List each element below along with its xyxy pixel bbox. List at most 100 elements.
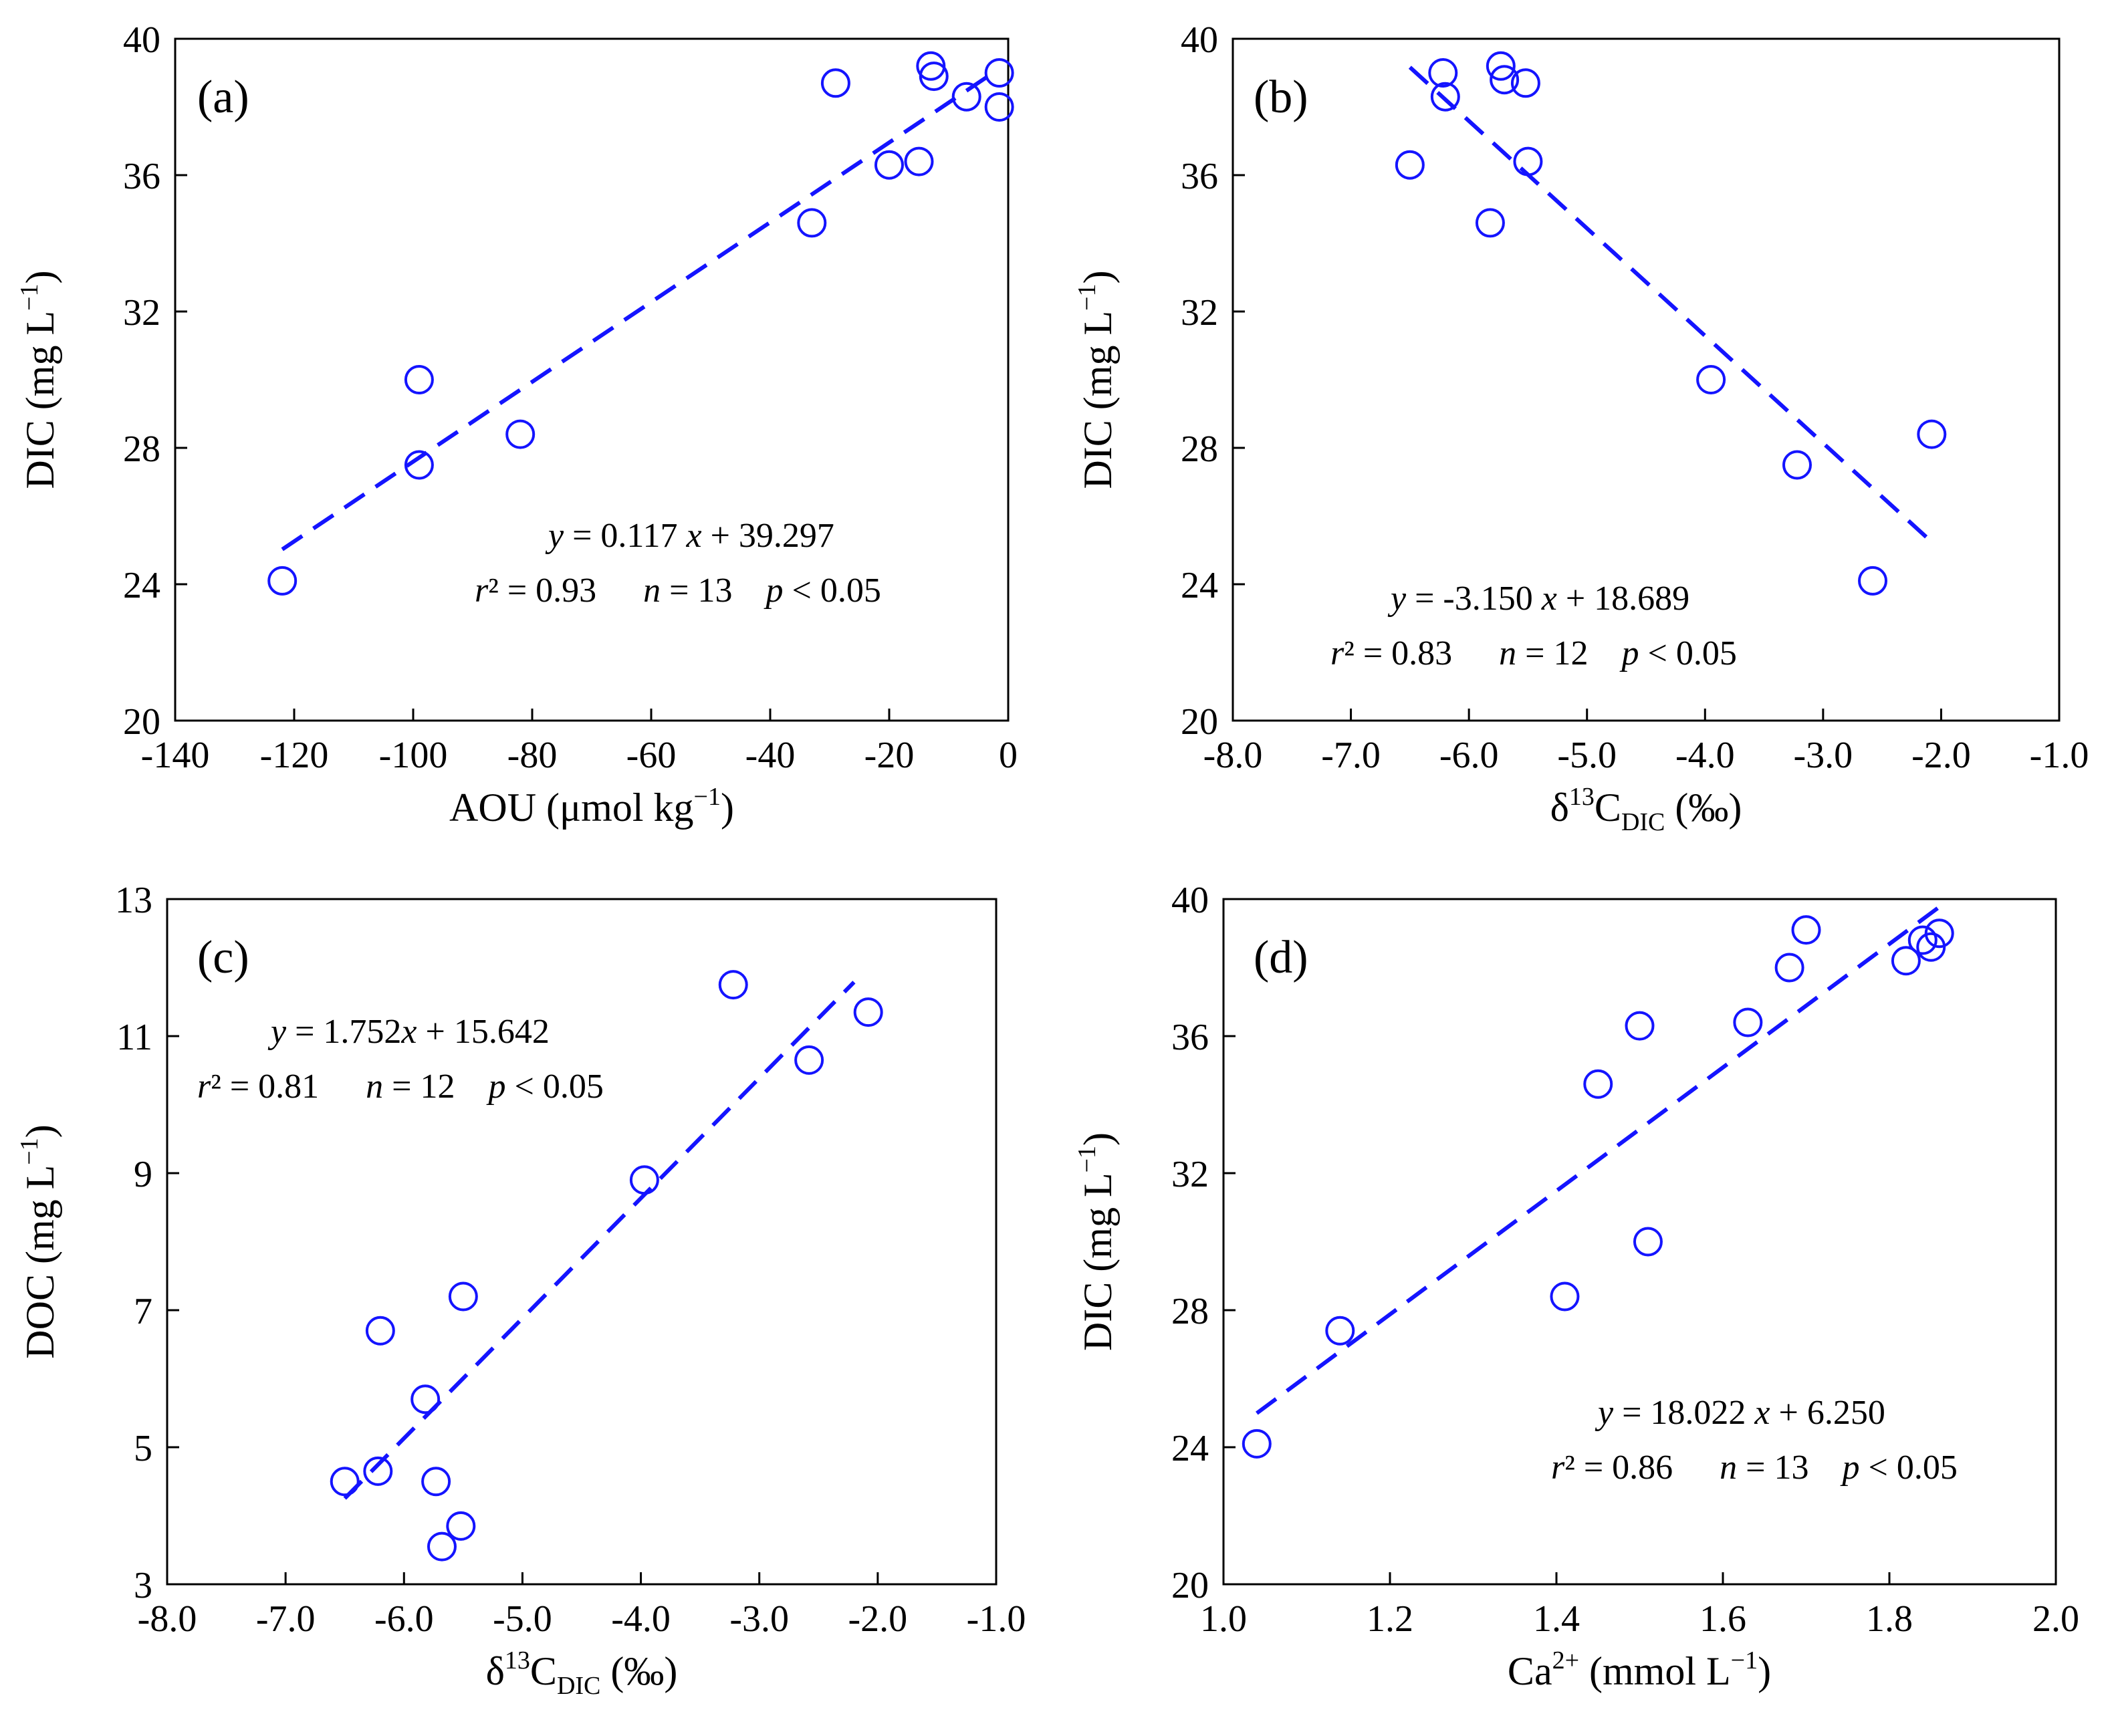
data-point: [797, 208, 827, 238]
x-tick-label: -6.0: [374, 1598, 434, 1640]
data-point: [919, 61, 949, 92]
x-tick-label: -4.0: [1675, 735, 1735, 776]
data-point: [1774, 953, 1804, 983]
panel-label: (b): [1254, 72, 1308, 123]
y-tick-label: 40: [1171, 880, 1209, 921]
y-tick-label: 32: [1181, 292, 1218, 334]
x-tick-label: -20: [864, 735, 915, 776]
data-point: [1486, 51, 1516, 81]
x-tick-label: -2.0: [848, 1598, 908, 1640]
regression-line: [343, 981, 856, 1500]
panel-d: 1.0 1.2 1.4 1.6 1.8 2.0 20 24 28 32 36 40 (d) Ca2+ (m…: [1073, 880, 2079, 1693]
x-tick-label: -4.0: [611, 1598, 671, 1640]
plot-frame: [166, 898, 998, 1586]
x-tick-label: -3.0: [1794, 735, 1853, 776]
x-tick-label: 0: [999, 735, 1018, 776]
y-tick-label: 28: [1171, 1291, 1209, 1332]
data-point: [411, 1384, 441, 1414]
y-tick-label: 36: [1181, 156, 1218, 197]
regression-line: [1408, 66, 1931, 541]
y-tick-label: 36: [1171, 1017, 1209, 1058]
plot-frame: [1222, 898, 2057, 1586]
y-tick-label: 28: [1181, 428, 1218, 470]
plot-frame: [174, 37, 1010, 722]
data-point: [629, 1165, 659, 1195]
x-tick-label: 1.6: [1700, 1598, 1746, 1640]
data-point: [421, 1467, 451, 1497]
x-tick-label: -40: [745, 735, 796, 776]
y-tick-label: 32: [1171, 1154, 1209, 1195]
data-point: [1858, 566, 1888, 596]
x-tick-label: 1.8: [1866, 1598, 1913, 1640]
regression-stats: r² = 0.93 n = 13 p < 0.05: [475, 572, 881, 610]
panel-label: (c): [197, 932, 249, 983]
data-point: [365, 1316, 395, 1346]
data-point: [330, 1467, 360, 1497]
x-tick-label: -6.0: [1439, 735, 1499, 776]
x-axis-title: δ13CDIC (‰): [1550, 783, 1742, 836]
x-tick-label: -8.0: [1203, 735, 1263, 776]
y-tick-label: 20: [1171, 1565, 1209, 1606]
data-point: [820, 68, 850, 98]
x-tick-label: 1.0: [1200, 1598, 1247, 1640]
data-point: [427, 1531, 457, 1562]
x-tick-label: -2.0: [1911, 735, 1971, 776]
regression-stats: r² = 0.86 n = 13 p < 0.05: [1551, 1449, 1958, 1487]
data-point: [1510, 68, 1540, 98]
data-point: [1791, 915, 1821, 945]
panel-a: -140 -120 -100 -80 -60 -40 -20 0 20 24 28 32 36 40 (a)…: [15, 19, 1018, 830]
y-tick-label: 13: [115, 880, 152, 921]
data-point: [1550, 1281, 1580, 1312]
x-tick-label: -7.0: [1321, 735, 1381, 776]
data-point: [904, 146, 934, 176]
data-point: [1907, 925, 1938, 955]
y-tick-label: 24: [1171, 1428, 1209, 1469]
data-point: [984, 92, 1014, 122]
y-tick-label: 20: [123, 701, 160, 743]
x-tick-label: 2.0: [2032, 1598, 2079, 1640]
y-axis-title: DIC (mg L−1): [15, 270, 62, 489]
y-axis-title: DIC (mg L−1): [1073, 1132, 1120, 1351]
regression-line: [281, 69, 998, 551]
x-axis-title: Ca2+ (mmol L−1): [1508, 1646, 1771, 1693]
data-point: [1625, 1011, 1655, 1041]
x-tick-label: -3.0: [729, 1598, 789, 1640]
x-tick-label: -100: [379, 735, 448, 776]
x-tick-label: -140: [141, 735, 210, 776]
y-axis-title: DIC (mg L−1): [1073, 270, 1120, 489]
data-point: [404, 450, 434, 480]
data-point: [984, 58, 1014, 88]
data-point: [1490, 65, 1520, 95]
y-tick-label: 3: [134, 1565, 152, 1606]
x-tick-label: -80: [507, 735, 558, 776]
x-tick-label: -7.0: [256, 1598, 316, 1640]
x-tick-label: 1.2: [1367, 1598, 1413, 1640]
x-tick-label: 1.4: [1533, 1598, 1580, 1640]
y-axis-title: DOC (mg L−1): [15, 1124, 62, 1358]
plot-frame: [1232, 37, 2061, 722]
data-point: [853, 997, 883, 1027]
data-point: [874, 150, 904, 180]
panel-c: -8.0 -7.0 -6.0 -5.0 -4.0 -3.0 -2.0 -1.0 3 5 7 9 11 13…: [15, 880, 1026, 1700]
x-axis-title: AOU (μmol kg−1): [449, 783, 734, 830]
data-point: [1513, 146, 1543, 176]
y-tick-label: 40: [123, 19, 160, 61]
y-tick-label: 40: [1181, 19, 1218, 61]
regression-equation: y = -3.150 x + 18.689: [1387, 580, 1689, 618]
data-point: [505, 419, 536, 449]
y-tick-label: 24: [1181, 565, 1218, 606]
regression-line: [1256, 905, 1941, 1415]
x-tick-label: -60: [626, 735, 677, 776]
panel-label: (d): [1254, 932, 1308, 983]
data-point: [1242, 1429, 1272, 1459]
data-point: [1633, 1227, 1663, 1257]
data-point: [1430, 82, 1460, 112]
data-point: [1733, 1007, 1763, 1037]
regression-equation: y = 18.022 x + 6.250: [1595, 1394, 1885, 1432]
x-tick-label: -8.0: [138, 1598, 197, 1640]
y-tick-label: 20: [1181, 701, 1218, 743]
y-tick-label: 28: [123, 428, 160, 470]
x-tick-label: -120: [260, 735, 329, 776]
data-point: [1917, 419, 1947, 449]
